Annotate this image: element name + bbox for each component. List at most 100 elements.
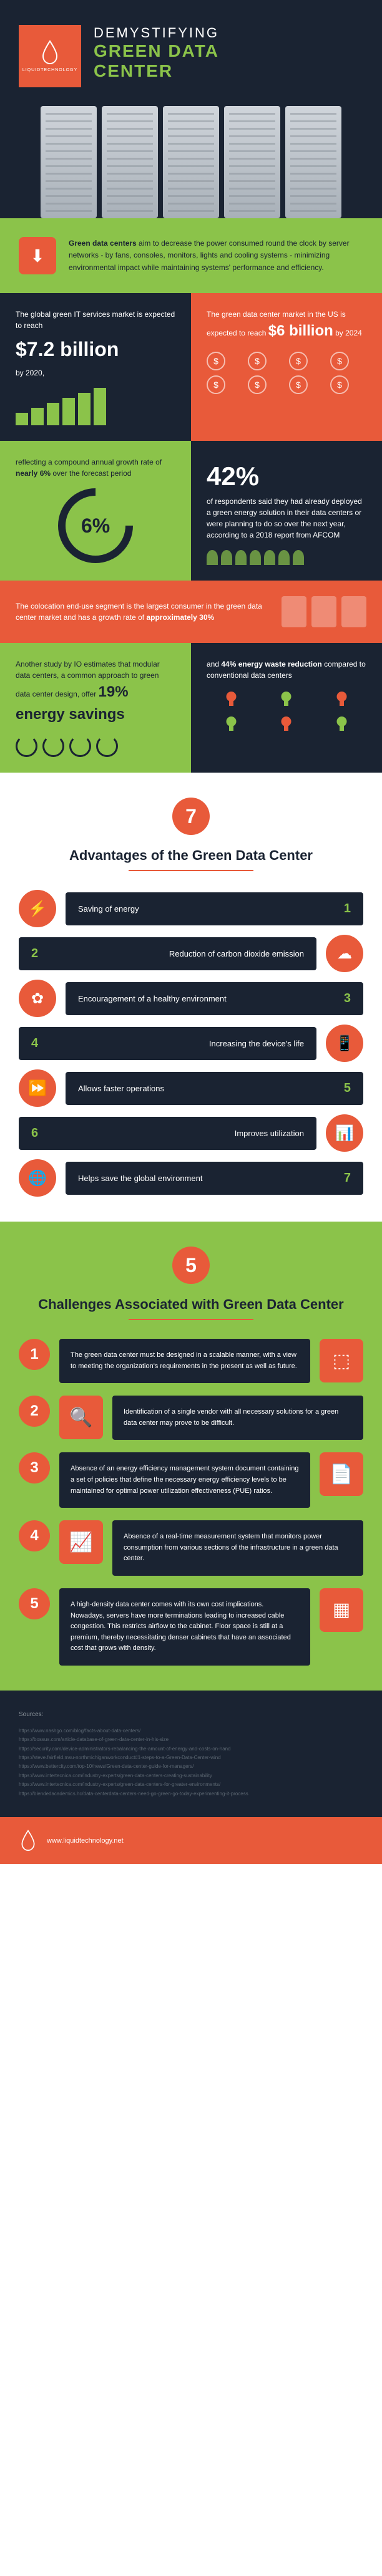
- server-rack: [224, 106, 280, 218]
- stat-6pct-bold: nearly 6%: [16, 469, 51, 478]
- challenge-body: Identification of a single vendor with a…: [59, 1396, 363, 1440]
- challenge-number: 1: [19, 1339, 50, 1370]
- advantage-icon: 📊: [326, 1114, 363, 1152]
- challenge-item: 5A high-density data center comes with i…: [19, 1588, 363, 1666]
- sources-section: Sources: https://www.nashgo.com/blog/fac…: [0, 1691, 382, 1817]
- stat-7b: The global green IT services market is e…: [0, 293, 191, 441]
- source-link: https://steve.fairfield.msu-northmichiga…: [19, 1754, 363, 1762]
- intro-lead: Green data centers: [69, 239, 137, 248]
- footer-url: www.liquidtechnology.net: [47, 1837, 124, 1845]
- brand-logo: LIQUIDTECHNOLOGY: [19, 25, 81, 87]
- stat-6b-post: by 2024: [333, 329, 362, 337]
- challenge-text: Identification of a single vendor with a…: [112, 1396, 363, 1440]
- brand-name: LIQUIDTECHNOLOGY: [22, 68, 77, 72]
- advantage-label: Encouragement of a healthy environment: [78, 994, 227, 1003]
- person-icon: [278, 550, 290, 565]
- stat-6b-value: $6 billion: [268, 322, 333, 339]
- challenge-item: 1 The green data center must be designed …: [19, 1339, 363, 1383]
- people-row: [207, 550, 366, 565]
- title-line-3: CENTER: [94, 61, 363, 81]
- dial-icon: [42, 735, 64, 757]
- person-icon: [293, 550, 304, 565]
- coin-icon: $: [330, 375, 349, 394]
- dial-icon: [96, 735, 118, 757]
- coin-icon: $: [248, 375, 267, 394]
- stat-7b-pre: The global green IT services market is e…: [16, 309, 175, 331]
- challenge-number: 2: [19, 1396, 50, 1427]
- advantage-bar: Saving of energy1: [66, 892, 363, 925]
- advantage-item: ⚡Saving of energy1: [19, 890, 363, 927]
- advantages-title: Advantages of the Green Data Center: [19, 847, 363, 864]
- stat-7b-post: by 2020,: [16, 367, 175, 379]
- server-rack: [163, 106, 219, 218]
- advantages-badge: 7: [172, 798, 210, 835]
- title-line-1: DEMYSTIFYING: [94, 25, 363, 41]
- bar: [31, 408, 44, 425]
- advantage-bar: 2Reduction of carbon dioxide emission: [19, 937, 316, 970]
- bulb-icon: [278, 715, 294, 734]
- intro-text: Green data centers aim to decrease the p…: [69, 238, 363, 274]
- advantage-number: 7: [344, 1171, 351, 1185]
- advantage-icon: ☁: [326, 935, 363, 972]
- stat-44-bold: 44% energy waste reduction: [221, 660, 321, 668]
- infographic-root: LIQUIDTECHNOLOGY DEMYSTIFYING GREEN DATA…: [0, 0, 382, 1864]
- bulb-icon: [278, 690, 294, 709]
- coin-grid: $$$$$$$$: [207, 352, 366, 394]
- header-section: LIQUIDTECHNOLOGY DEMYSTIFYING GREEN DATA…: [0, 0, 382, 218]
- stat-42: 42% of respondents said they had already…: [191, 441, 382, 581]
- ring-value: 6%: [81, 511, 110, 541]
- bulb-grid: [207, 690, 366, 734]
- building-icon: [341, 596, 366, 627]
- challenge-icon: ▦: [320, 1588, 363, 1632]
- source-link: https://security.com/device-administrato…: [19, 1745, 363, 1754]
- advantage-number: 6: [31, 1126, 38, 1141]
- bulb-icon: [223, 690, 239, 709]
- bar: [78, 393, 91, 425]
- advantages-section: 7 Advantages of the Green Data Center ⚡S…: [0, 773, 382, 1222]
- stat-7b-value: $7.2 billion: [16, 334, 175, 364]
- challenge-body: The green data center must be designed i…: [59, 1339, 363, 1383]
- stat-42-value: 42%: [207, 456, 366, 496]
- bulb-icon: [334, 690, 350, 709]
- advantage-number: 3: [344, 991, 351, 1006]
- advantage-item: ☁ 2Reduction of carbon dioxide emission: [19, 935, 363, 972]
- footer-drop-icon: [19, 1830, 37, 1851]
- person-icon: [207, 550, 218, 565]
- challenge-body: Absence of a real-time measurement syste…: [59, 1520, 363, 1576]
- challenge-item: 4Absence of a real-time measurement syst…: [19, 1520, 363, 1576]
- dial-icon: [16, 735, 37, 757]
- source-link: https://www.bettercity.com/top-10/news/G…: [19, 1762, 363, 1771]
- challenge-body: Absence of an energy efficiency manageme…: [59, 1452, 363, 1508]
- stat-30-text-wrap: The colocation end-use segment is the la…: [16, 601, 263, 623]
- server-rack: [285, 106, 341, 218]
- stat-42-text: of respondents said they had already dep…: [207, 496, 366, 541]
- stat-6b: The green data center market in the US i…: [191, 293, 382, 441]
- title-line-2: GREEN DATA: [94, 41, 363, 61]
- server-illustration: [19, 106, 363, 218]
- building-icon: [282, 596, 306, 627]
- server-rack: [102, 106, 158, 218]
- advantage-icon: 🌐: [19, 1159, 56, 1197]
- drop-icon: [41, 40, 59, 65]
- stat-6pct-text2: over the forecast period: [51, 469, 131, 478]
- advantage-item: ✿ Encouragement of a healthy environment 3: [19, 980, 363, 1017]
- advantage-icon: ✿: [19, 980, 56, 1017]
- challenge-icon: 📈: [59, 1520, 103, 1564]
- stat-30-bold: approximately 30%: [146, 613, 214, 622]
- person-icon: [235, 550, 247, 565]
- challenge-item: 3Absence of an energy efficiency managem…: [19, 1452, 363, 1508]
- dial-icon: [69, 735, 91, 757]
- challenge-text: A high-density data center comes with it…: [59, 1588, 310, 1666]
- source-link: https://www.intertecnica.com/industry-ex…: [19, 1780, 363, 1789]
- sources-list: https://www.nashgo.com/blog/facts-about-…: [19, 1727, 363, 1798]
- divider: [129, 870, 253, 871]
- challenges-badge: 5: [172, 1247, 210, 1284]
- advantage-item: 📱4Increasing the device's life: [19, 1025, 363, 1062]
- bulb-icon: [223, 715, 239, 734]
- advantage-item: ⏩Allows faster operations5: [19, 1069, 363, 1107]
- header-top: LIQUIDTECHNOLOGY DEMYSTIFYING GREEN DATA…: [19, 25, 363, 87]
- advantage-icon: ⏩: [19, 1069, 56, 1107]
- advantage-icon: 📱: [326, 1025, 363, 1062]
- coin-icon: $: [207, 375, 225, 394]
- stat-6pct-text: reflecting a compound annual growth rate…: [16, 458, 162, 466]
